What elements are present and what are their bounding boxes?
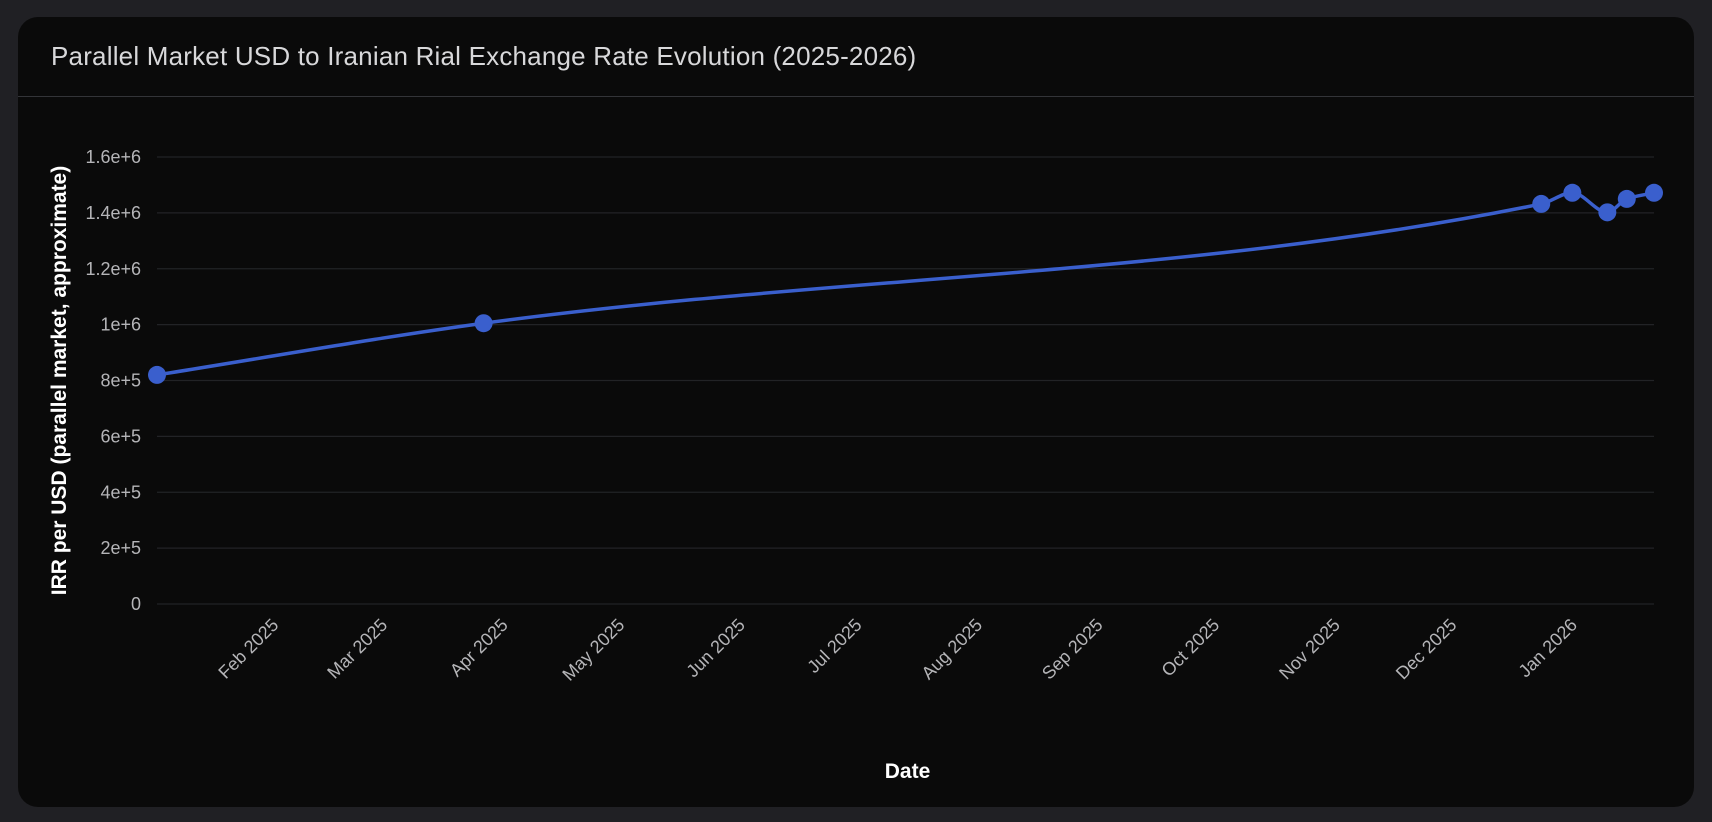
x-tick-label: Oct 2025	[1158, 615, 1224, 681]
x-axis-title: Date	[885, 760, 931, 783]
series-line	[155, 191, 1656, 377]
y-tick-label: 0	[131, 594, 141, 614]
y-tick-label: 4e+5	[100, 482, 141, 502]
x-tick-label: Jan 2026	[1515, 615, 1582, 682]
data-point[interactable]	[148, 365, 166, 384]
x-tick-label: Dec 2025	[1392, 615, 1461, 684]
y-tick-label: 1.6e+6	[85, 147, 141, 167]
data-point[interactable]	[1532, 194, 1551, 213]
data-point[interactable]	[1617, 189, 1636, 208]
series	[148, 183, 1663, 384]
y-tick-label: 1.4e+6	[85, 203, 141, 223]
data-point[interactable]	[474, 314, 493, 333]
x-tick-label: Feb 2025	[214, 615, 282, 683]
y-tick-label: 1.2e+6	[85, 259, 141, 279]
data-point[interactable]	[1598, 203, 1617, 222]
x-tick-label: Sep 2025	[1038, 615, 1107, 684]
x-tick-label: Jul 2025	[803, 615, 865, 677]
x-tick-label: Mar 2025	[323, 615, 391, 683]
line-chart: 02e+54e+56e+58e+51e+61.2e+61.4e+61.6e+6 …	[48, 147, 1663, 783]
x-tick-label: Nov 2025	[1275, 615, 1344, 684]
x-tick-label: Jun 2025	[682, 615, 749, 682]
grid-lines	[157, 156, 1654, 605]
x-axis-ticks: Feb 2025 Mar 2025 Apr 2025 May 2025 Jun 2025…	[214, 615, 1581, 685]
y-tick-label: 2e+5	[100, 538, 141, 558]
y-axis-title: IRR per USD (parallel market, approximat…	[48, 166, 71, 595]
data-point[interactable]	[1645, 183, 1663, 202]
data-point[interactable]	[1563, 183, 1582, 202]
x-tick-label: Aug 2025	[918, 615, 987, 684]
chart-card: Parallel Market USD to Iranian Rial Exch…	[18, 17, 1694, 807]
y-tick-label: 1e+6	[100, 315, 141, 335]
card-header: Parallel Market USD to Iranian Rial Exch…	[18, 17, 1694, 97]
y-tick-label: 6e+5	[100, 426, 141, 446]
x-tick-label: Apr 2025	[446, 615, 512, 681]
x-tick-label: May 2025	[558, 615, 628, 685]
chart-title: Parallel Market USD to Iranian Rial Exch…	[51, 41, 917, 71]
chart-area: 0 2e+5 4e+5 6e+5 8e+5 1e+6 1.2e+6 1.4e+6 1.6e+6 …	[18, 98, 1694, 807]
y-tick-label: 8e+5	[100, 371, 141, 391]
y-axis-ticks: 0 2e+5 4e+5 6e+5 8e+5 1e+6 1.2e+6 1.4e+6 1.6e+6	[85, 147, 141, 614]
